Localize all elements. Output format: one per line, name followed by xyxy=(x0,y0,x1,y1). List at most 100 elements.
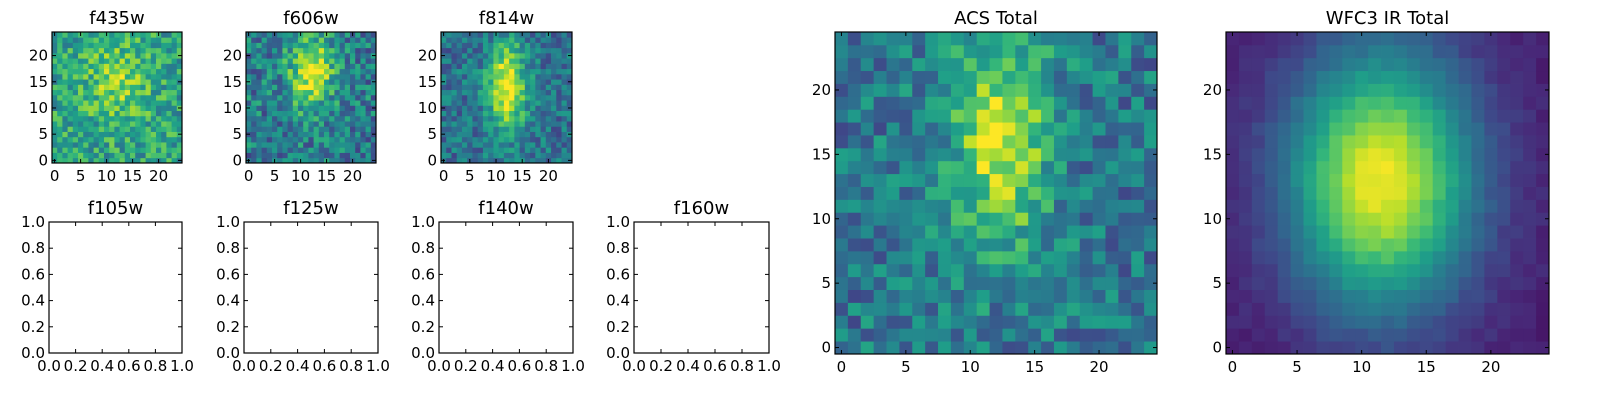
heatmap-cell xyxy=(1131,238,1145,252)
heatmap-cell xyxy=(161,100,167,106)
heatmap-cell xyxy=(1028,250,1042,265)
heatmap-cell xyxy=(166,37,172,43)
heatmap-cell xyxy=(1497,341,1511,355)
heatmap-cell xyxy=(150,84,157,91)
heatmap-cell xyxy=(261,79,268,85)
heatmap-cell xyxy=(298,47,304,54)
heatmap-cell xyxy=(963,32,978,46)
heatmap-cell xyxy=(272,58,278,64)
heatmap-cell xyxy=(251,152,257,159)
heatmap-cell xyxy=(256,37,262,43)
heatmap-cell xyxy=(1118,276,1132,290)
heatmap-cell xyxy=(287,110,294,117)
heatmap-cell xyxy=(535,142,541,148)
heatmap-cell xyxy=(519,89,526,96)
heatmap-cell xyxy=(62,89,68,96)
heatmap-cell xyxy=(1471,328,1485,342)
heatmap-cell xyxy=(925,57,939,72)
heatmap-cell xyxy=(938,250,952,265)
heatmap-cell xyxy=(83,37,89,43)
heatmap-cell xyxy=(62,84,68,91)
heatmap-cell xyxy=(1041,109,1055,123)
heatmap-cell xyxy=(360,121,366,127)
heatmap-cell xyxy=(1015,109,1029,123)
heatmap-cell xyxy=(963,328,978,342)
heatmap-cell xyxy=(78,73,84,80)
heatmap-cell xyxy=(67,84,74,91)
heatmap-cell xyxy=(467,68,473,75)
heatmap-cell xyxy=(150,126,157,132)
heatmap-cell xyxy=(292,84,299,91)
heatmap-cell xyxy=(530,37,536,43)
heatmap-cell xyxy=(519,115,526,122)
heatmap-cell xyxy=(119,68,126,75)
heatmap-cell xyxy=(912,83,926,97)
heatmap-cell xyxy=(1118,225,1132,239)
heatmap-cell xyxy=(1536,57,1550,72)
heatmap-cell xyxy=(1316,289,1330,303)
heatmap-cell xyxy=(161,32,167,38)
heatmap-cell xyxy=(835,173,849,187)
heatmap-cell xyxy=(566,68,573,75)
heatmap-cell xyxy=(355,42,361,49)
heatmap-cell xyxy=(925,212,939,226)
y-tick-label: 10 xyxy=(418,99,437,117)
heatmap-cell xyxy=(135,110,141,117)
heatmap-cell xyxy=(1053,135,1068,149)
y-tick-label: 0.6 xyxy=(606,265,630,283)
heatmap-cell xyxy=(292,115,299,122)
heatmap-cell xyxy=(1277,328,1291,342)
heatmap-cell xyxy=(1432,315,1447,329)
heatmap-cell xyxy=(365,131,372,138)
heatmap-cell xyxy=(1238,70,1253,84)
heatmap-cell xyxy=(1484,32,1498,46)
heatmap-cell xyxy=(1393,341,1408,355)
heatmap-cell xyxy=(1445,96,1459,110)
heatmap-cell xyxy=(451,142,458,148)
heatmap-cell xyxy=(873,186,887,200)
heatmap-cell xyxy=(1368,135,1382,149)
heatmap-cell xyxy=(1303,199,1317,213)
heatmap-cell xyxy=(540,68,547,75)
heatmap-cell xyxy=(1471,96,1485,110)
heatmap-cell xyxy=(1536,276,1550,290)
heatmap-cell xyxy=(67,73,74,80)
heatmap-cell xyxy=(303,52,309,59)
heatmap-cell xyxy=(176,136,183,143)
heatmap-cell xyxy=(556,42,562,49)
heatmap-cell xyxy=(514,32,520,38)
heatmap-cell xyxy=(145,68,152,75)
heatmap-cell xyxy=(1144,225,1158,239)
heatmap-cell xyxy=(135,121,141,127)
heatmap-cell xyxy=(1041,315,1055,329)
heatmap-cell xyxy=(1079,276,1093,290)
heatmap-cell xyxy=(57,73,63,80)
heatmap-cell xyxy=(370,89,377,96)
heatmap-cell xyxy=(441,47,447,54)
heatmap-cell xyxy=(93,37,100,43)
heatmap-cell xyxy=(545,79,552,85)
heatmap-cell xyxy=(1329,250,1343,265)
heatmap-cell xyxy=(1368,212,1382,226)
heatmap-cell xyxy=(72,73,79,80)
heatmap-cell xyxy=(246,47,252,54)
heatmap-cell xyxy=(282,152,288,159)
heatmap-cell xyxy=(1510,186,1524,200)
x-tick-label: 20 xyxy=(1089,358,1108,376)
heatmap-cell xyxy=(282,37,288,43)
heatmap-cell xyxy=(477,79,484,85)
heatmap-cell xyxy=(251,94,257,101)
heatmap-cell xyxy=(370,94,377,101)
heatmap-cell xyxy=(472,73,479,80)
heatmap-cell xyxy=(551,84,557,91)
heatmap-cell xyxy=(130,68,136,75)
heatmap-cell xyxy=(145,121,152,127)
heatmap-cell xyxy=(1303,44,1317,59)
heatmap-cell xyxy=(441,115,447,122)
heatmap-cell xyxy=(566,89,573,96)
heatmap-cell xyxy=(156,73,162,80)
heatmap-cell xyxy=(451,84,458,91)
heatmap-cell xyxy=(93,136,100,143)
heatmap-cell xyxy=(308,100,314,106)
heatmap-cell xyxy=(482,152,489,159)
